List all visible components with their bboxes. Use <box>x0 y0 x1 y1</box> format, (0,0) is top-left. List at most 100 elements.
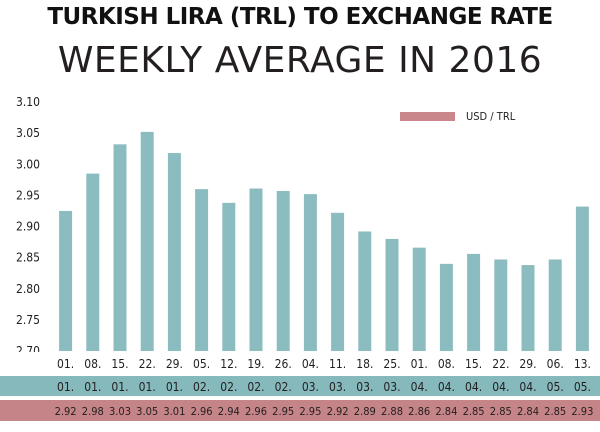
chart-title: TURKISH LIRA (TRL) TO EXCHANGE RATE <box>47 4 553 30</box>
data-value-label: 2.84 <box>517 405 539 418</box>
data-value-label: 2.96 <box>191 405 213 418</box>
legend: USD / TRL <box>400 110 516 123</box>
value-label-row: 2.92 2.98 3.03 3.05 3.01 2.96 2.94 2.96 2.95 2.95… <box>0 400 600 421</box>
y-tick-label: 2.85 <box>16 251 40 265</box>
data-value-label: 3.03 <box>109 405 131 418</box>
y-tick-label: 3.05 <box>16 126 40 140</box>
data-value-label: 2.89 <box>354 405 376 418</box>
x-tick-month-label: 02. <box>275 380 292 394</box>
data-value-label: 2.93 <box>571 405 593 418</box>
x-tick-day-label: 29. <box>519 357 536 371</box>
bar <box>412 247 426 351</box>
data-value-label: 2.92 <box>327 405 349 418</box>
x-tick-day-label: 18. <box>356 357 373 371</box>
bar-chart: 3.103.053.002.952.902.852.802.752.70 USD… <box>0 95 600 421</box>
day-row-background <box>0 352 600 372</box>
chart-area: 3.10 3.05 3.00 2.95 2.90 2.85 2.80 2.75 2.70 USD… <box>0 92 600 428</box>
x-tick-month-label: 03. <box>383 380 400 394</box>
legend-label: USD / TRL <box>466 110 516 123</box>
x-tick-month-label: 02. <box>247 380 264 394</box>
bar <box>222 202 236 351</box>
x-tick-day-label: 08. <box>438 357 455 371</box>
x-tick-month-label: 03. <box>356 380 373 394</box>
y-axis: 3.103.053.002.952.902.852.802.752.70 <box>16 95 40 358</box>
data-value-label: 2.85 <box>490 405 512 418</box>
bar <box>548 259 562 351</box>
x-tick-day-label: 22. <box>139 357 156 371</box>
bar <box>59 210 73 351</box>
bar <box>575 206 589 351</box>
x-tick-month-label: 01. <box>84 380 101 394</box>
x-tick-day-label: 12. <box>220 357 237 371</box>
y-tick-label: 2.90 <box>16 220 40 234</box>
legend-swatch <box>400 112 455 121</box>
x-tick-month-label: 03. <box>302 380 319 394</box>
x-tick-month-label: 02. <box>220 380 237 394</box>
x-tick-month-label: 04. <box>438 380 455 394</box>
bar <box>331 212 345 351</box>
x-tick-month-label: 05. <box>574 380 591 394</box>
x-tick-day-label: 19. <box>247 357 264 371</box>
bar <box>86 173 100 351</box>
data-value-label: 3.05 <box>136 405 158 418</box>
month-row-background <box>0 376 600 396</box>
bar <box>249 188 263 351</box>
bar <box>195 189 209 351</box>
x-tick-day-label: 05. <box>193 357 210 371</box>
month-label-row: 01. 01. 01. 01. 01. 02. 02. 02. 02. 03. 03. 03. 03. 0… <box>0 376 600 396</box>
data-value-label: 2.84 <box>435 405 457 418</box>
x-tick-month-label: 01. <box>166 380 183 394</box>
x-tick-day-label: 15. <box>111 357 128 371</box>
y-tick-label: 2.95 <box>16 188 40 202</box>
bar <box>167 153 181 351</box>
x-tick-day-label: 08. <box>84 357 101 371</box>
y-tick-label: 2.75 <box>16 313 40 327</box>
x-tick-month-label: 01. <box>111 380 128 394</box>
data-value-label: 2.86 <box>408 405 430 418</box>
x-tick-day-label: 01. <box>411 357 428 371</box>
bar <box>140 131 154 351</box>
y-tick-label: 3.00 <box>16 157 40 171</box>
chart-subtitle: WEEKLY AVERAGE IN 2016 <box>57 40 543 81</box>
data-value-label: 2.88 <box>381 405 403 418</box>
y-tick-label: 2.80 <box>16 282 40 296</box>
day-label-row: 01. 08. 15. 22. 29. 05. 12. 19. 26. 04. 11. 18. 25. 0… <box>0 352 600 372</box>
x-tick-day-label: 06. <box>547 357 564 371</box>
x-tick-month-label: 04. <box>492 380 509 394</box>
bars <box>59 131 589 351</box>
x-tick-day-label: 22. <box>492 357 509 371</box>
data-value-label: 2.95 <box>299 405 321 418</box>
data-value-label: 2.85 <box>544 405 566 418</box>
bar <box>113 144 127 351</box>
x-tick-day-label: 13. <box>574 357 591 371</box>
x-tick-day-label: 29. <box>166 357 183 371</box>
bar <box>467 253 481 351</box>
x-tick-day-label: 15. <box>465 357 482 371</box>
data-value-label: 2.85 <box>463 405 485 418</box>
x-tick-day-label: 11. <box>329 357 346 371</box>
data-value-label: 3.01 <box>163 405 185 418</box>
x-tick-month-label: 01. <box>139 380 156 394</box>
bar <box>276 191 290 351</box>
data-value-label: 2.92 <box>55 405 77 418</box>
data-value-label: 2.96 <box>245 405 267 418</box>
x-tick-month-label: 03. <box>329 380 346 394</box>
data-value-label: 2.95 <box>272 405 294 418</box>
x-tick-month-label: 04. <box>519 380 536 394</box>
bar <box>358 231 372 351</box>
bar <box>385 238 399 351</box>
x-tick-month-label: 04. <box>411 380 428 394</box>
bar <box>494 259 508 351</box>
data-value-label: 2.94 <box>218 405 240 418</box>
data-value-label: 2.98 <box>82 405 104 418</box>
value-row-background <box>0 400 600 421</box>
x-tick-day-label: 25. <box>383 357 400 371</box>
x-tick-month-label: 02. <box>193 380 210 394</box>
x-tick-day-label: 26. <box>275 357 292 371</box>
x-tick-day-label: 04. <box>302 357 319 371</box>
bar <box>303 194 317 351</box>
x-tick-month-label: 01. <box>57 380 74 394</box>
bar <box>521 265 535 351</box>
x-tick-month-label: 04. <box>465 380 482 394</box>
bar <box>439 263 453 351</box>
